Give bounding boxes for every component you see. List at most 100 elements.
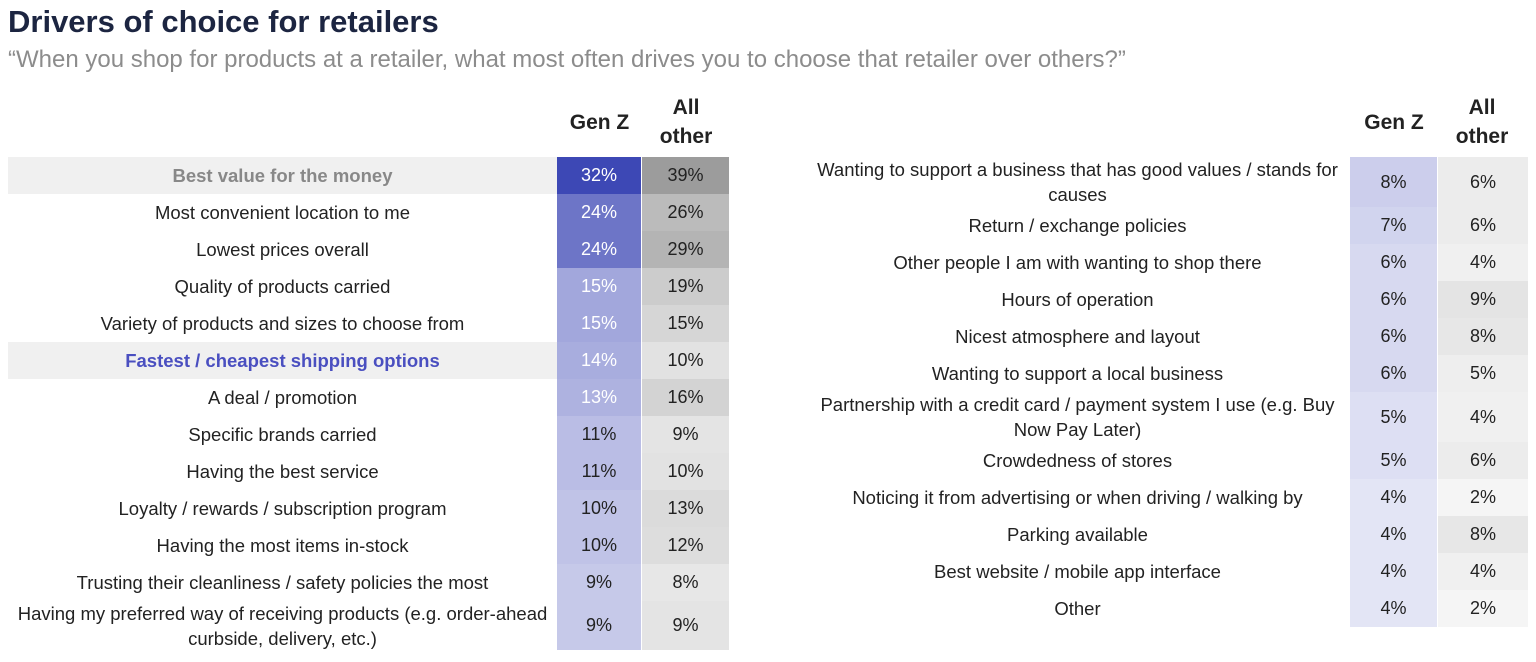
genz-value-cell: 11%	[557, 416, 641, 453]
other-value-cell: 9%	[642, 416, 729, 453]
row-label: Trusting their cleanliness / safety poli…	[76, 572, 489, 593]
table-row: Nicest atmosphere and layout 6% 8%	[805, 318, 1528, 355]
genz-value-cell: 32%	[557, 157, 641, 194]
row-label: Most convenient location to me	[154, 202, 411, 223]
table-row: Fastest / cheapest shipping options 14% 10…	[8, 342, 729, 379]
header-other-line2: other	[1455, 125, 1509, 148]
genz-value-cell: 15%	[557, 305, 641, 342]
row-label: Fastest / cheapest shipping options	[8, 342, 557, 379]
genz-value-cell: 24%	[557, 194, 641, 231]
genz-value-cell: 4%	[1350, 590, 1437, 627]
genz-value-cell: 6%	[1350, 355, 1437, 392]
row-label: Nicest atmosphere and layout	[955, 326, 1200, 347]
genz-value-cell: 6%	[1350, 318, 1437, 355]
row-label: Wanting to support a local business	[931, 363, 1224, 384]
table-row: Trusting their cleanliness / safety poli…	[8, 564, 729, 601]
genz-value-cell: 10%	[557, 527, 641, 564]
row-label: Having the best service	[186, 461, 379, 482]
genz-value-cell: 5%	[1350, 442, 1437, 479]
header-other-right: All other	[1438, 93, 1526, 151]
table-row: Crowdedness of stores 5% 6%	[805, 442, 1528, 479]
header-other-line1: All	[672, 96, 700, 119]
row-label: Other	[1054, 598, 1101, 619]
row-label: Return / exchange policies	[968, 215, 1187, 236]
header-other-line2: other	[659, 125, 713, 148]
row-label: Loyalty / rewards / subscription program	[118, 498, 447, 519]
other-value-cell: 13%	[642, 490, 729, 527]
table-row: Best value for the money 32% 39%	[8, 157, 729, 194]
table-row: Best website / mobile app interface 4% 4%	[805, 553, 1528, 590]
genz-value-cell: 6%	[1350, 244, 1437, 281]
other-value-cell: 39%	[642, 157, 729, 194]
right-table: Wanting to support a business that has g…	[805, 157, 1528, 627]
other-value-cell: 12%	[642, 527, 729, 564]
table-row: A deal / promotion 13% 16%	[8, 379, 729, 416]
row-label: A deal / promotion	[207, 387, 358, 408]
row-label: Having the most items in-stock	[156, 535, 409, 556]
other-value-cell: 2%	[1438, 479, 1528, 516]
other-value-cell: 4%	[1438, 244, 1528, 281]
table-row: Lowest prices overall 24% 29%	[8, 231, 729, 268]
row-label: Noticing it from advertising or when dri…	[852, 487, 1303, 508]
table-row: Noticing it from advertising or when dri…	[805, 479, 1528, 516]
row-label: Partnership with a credit card / payment…	[820, 394, 1335, 440]
table-row: Specific brands carried 11% 9%	[8, 416, 729, 453]
table-row: Most convenient location to me 24% 26%	[8, 194, 729, 231]
other-value-cell: 5%	[1438, 355, 1528, 392]
row-label: Best value for the money	[8, 157, 557, 194]
genz-value-cell: 15%	[557, 268, 641, 305]
header-genz-right: Gen Z	[1364, 111, 1424, 134]
genz-value-cell: 6%	[1350, 281, 1437, 318]
other-value-cell: 6%	[1438, 157, 1528, 207]
header-other-line1: All	[1468, 96, 1496, 119]
table-row: Wanting to support a local business 6% 5%	[805, 355, 1528, 392]
table-row: Other 4% 2%	[805, 590, 1528, 627]
other-value-cell: 4%	[1438, 553, 1528, 590]
other-value-cell: 6%	[1438, 207, 1528, 244]
other-value-cell: 19%	[642, 268, 729, 305]
table-row: Parking available 4% 8%	[805, 516, 1528, 553]
row-label: Having my preferred way of receiving pro…	[17, 602, 548, 649]
genz-value-cell: 14%	[557, 342, 641, 379]
table-row: Loyalty / rewards / subscription program…	[8, 490, 729, 527]
left-table: Best value for the money 32% 39% Most conve…	[8, 157, 729, 650]
table-row: Wanting to support a business that has g…	[805, 157, 1528, 207]
row-label: Specific brands carried	[188, 424, 377, 445]
header-genz-left: Gen Z	[569, 111, 630, 134]
other-value-cell: 8%	[1438, 318, 1528, 355]
row-label: Quality of products carried	[174, 276, 391, 297]
other-value-cell: 9%	[642, 601, 729, 650]
genz-value-cell: 5%	[1350, 392, 1437, 442]
table-row: Return / exchange policies 7% 6%	[805, 207, 1528, 244]
table-row: Other people I am with wanting to shop t…	[805, 244, 1528, 281]
genz-value-cell: 9%	[557, 564, 641, 601]
other-value-cell: 4%	[1438, 392, 1528, 442]
genz-value-cell: 13%	[557, 379, 641, 416]
genz-value-cell: 9%	[557, 601, 641, 650]
chart-title: Drivers of choice for retailers	[8, 4, 439, 39]
row-label: Lowest prices overall	[196, 239, 369, 260]
other-value-cell: 9%	[1438, 281, 1528, 318]
row-label: Variety of products and sizes to choose …	[100, 313, 465, 334]
table-row: Having my preferred way of receiving pro…	[8, 601, 729, 650]
row-label: Hours of operation	[1001, 289, 1154, 310]
header-other-left: All other	[642, 93, 730, 151]
other-value-cell: 10%	[642, 453, 729, 490]
other-value-cell: 8%	[1438, 516, 1528, 553]
other-value-cell: 16%	[642, 379, 729, 416]
row-label: Best website / mobile app interface	[934, 561, 1221, 582]
table-row: Variety of products and sizes to choose …	[8, 305, 729, 342]
row-label: Wanting to support a business that has g…	[817, 159, 1338, 205]
other-value-cell: 26%	[642, 194, 729, 231]
table-row: Having the most items in-stock 10% 12%	[8, 527, 729, 564]
table-row: Quality of products carried 15% 19%	[8, 268, 729, 305]
genz-value-cell: 7%	[1350, 207, 1437, 244]
other-value-cell: 8%	[642, 564, 729, 601]
row-label: Parking available	[1007, 524, 1148, 545]
other-value-cell: 15%	[642, 305, 729, 342]
row-label: Other people I am with wanting to shop t…	[893, 252, 1262, 273]
genz-value-cell: 4%	[1350, 516, 1437, 553]
table-row: Hours of operation 6% 9%	[805, 281, 1528, 318]
other-value-cell: 29%	[642, 231, 729, 268]
genz-value-cell: 24%	[557, 231, 641, 268]
